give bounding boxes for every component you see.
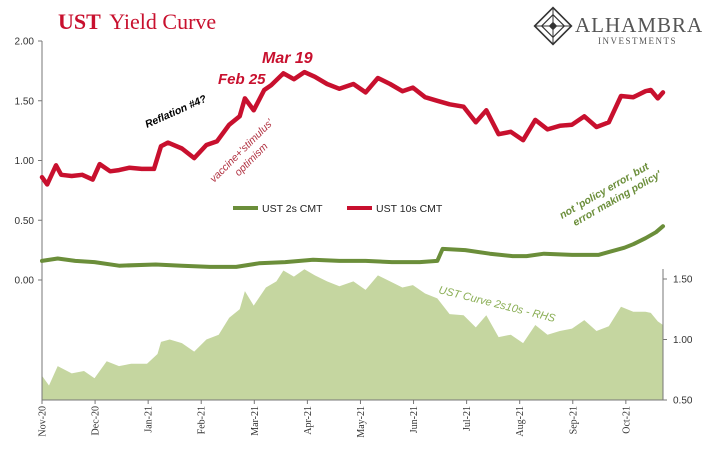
right-tick-label: 0.50	[673, 396, 693, 407]
x-tick-label: Sep-21	[568, 406, 579, 434]
curve-area-layer	[42, 269, 663, 400]
annotation-reflation: Reflation #4?	[143, 93, 209, 131]
chart-title: UST Yield Curve	[58, 9, 216, 34]
logo-name: ALHAMBRA	[575, 13, 703, 37]
x-tick-label: Jul-21	[462, 406, 473, 431]
left-tick-label: 0.50	[15, 216, 35, 227]
x-tick-label: Jun-21	[409, 406, 420, 433]
x-tick-label: Mar-21	[250, 406, 261, 436]
logo-sub: INVESTMENTS	[598, 36, 677, 46]
left-tick-label: 2.00	[15, 37, 35, 48]
x-tick-label: Jan-21	[144, 406, 155, 433]
x-tick-label: May-21	[356, 406, 367, 438]
legend: UST 2s CMT UST 10s CMT	[233, 203, 443, 215]
title-ust: UST	[58, 9, 101, 34]
line-layer	[39, 69, 666, 269]
right-tick-label: 1.00	[673, 335, 693, 346]
curve-2s10s-area	[42, 269, 663, 400]
x-tick-label: Feb-21	[197, 406, 208, 434]
x-tick-label: Dec-20	[91, 406, 102, 435]
alhambra-logo: ALHAMBRA INVESTMENTS	[533, 6, 703, 46]
annotation-mar19: Mar 19	[262, 50, 313, 67]
series-ust-2s-line	[40, 224, 665, 269]
right-tick-label: 1.50	[673, 275, 693, 286]
x-tick-label: Aug-21	[515, 406, 526, 437]
legend-label-2s: UST 2s CMT	[262, 203, 323, 215]
legend-label-10s: UST 10s CMT	[376, 203, 443, 215]
title-rest: Yield Curve	[109, 9, 216, 34]
annotation-feb25: Feb 25	[218, 71, 266, 88]
left-tick-label: 1.00	[15, 156, 35, 167]
x-tick-label: Nov-20	[38, 406, 49, 437]
left-tick-label: 1.50	[15, 96, 35, 107]
left-tick-label: 0.00	[15, 276, 35, 287]
annotation-policy-error: not 'policy error, but error making poli…	[558, 160, 664, 228]
x-tick-label: Oct-21	[621, 406, 632, 434]
annotation-vaccine: vaccine+'stimulus' optimism	[208, 116, 277, 185]
diamond-lattice-icon	[533, 6, 573, 46]
axis-layer: 2.00 1.50 1.00 0.50 0.00 Nov-20 Dec-20 Jan-21 Fe…	[15, 37, 693, 438]
series-ust-10s-line	[39, 69, 666, 187]
x-tick-label: Apr-21	[303, 406, 314, 435]
